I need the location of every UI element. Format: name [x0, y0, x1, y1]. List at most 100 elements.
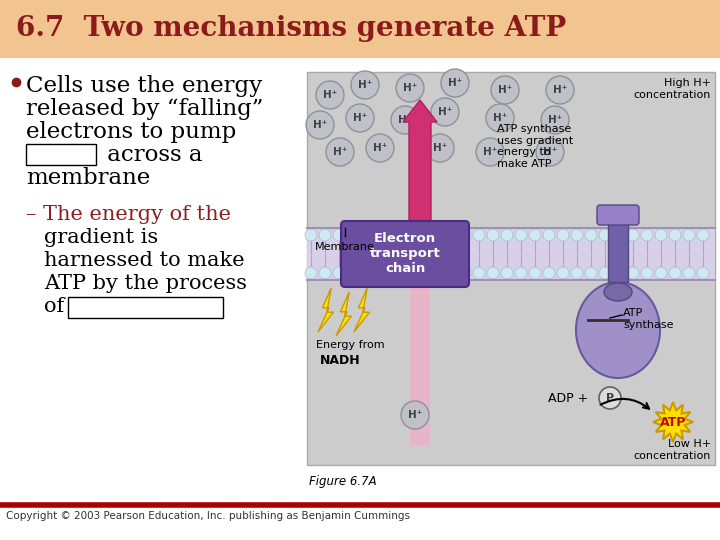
Circle shape [571, 229, 583, 241]
Circle shape [486, 104, 514, 132]
Circle shape [445, 267, 457, 279]
Text: gradient is: gradient is [44, 228, 158, 247]
Circle shape [391, 106, 419, 134]
Text: Copyright © 2003 Pearson Education, Inc. publishing as Benjamin Cummings: Copyright © 2003 Pearson Education, Inc.… [6, 511, 410, 521]
Circle shape [599, 267, 611, 279]
Circle shape [669, 267, 681, 279]
Circle shape [487, 229, 499, 241]
Circle shape [306, 111, 334, 139]
Circle shape [361, 229, 373, 241]
Circle shape [417, 229, 429, 241]
Circle shape [441, 69, 469, 97]
Bar [0, 0, 720, 58]
Circle shape [431, 229, 443, 241]
Text: H⁺: H⁺ [408, 410, 422, 420]
Text: – The energy of the: – The energy of the [26, 205, 231, 224]
Circle shape [501, 229, 513, 241]
Circle shape [541, 106, 569, 134]
Text: Cells use the energy: Cells use the energy [26, 75, 262, 97]
Circle shape [361, 267, 373, 279]
FancyBboxPatch shape [597, 205, 639, 225]
Circle shape [697, 229, 709, 241]
Bar [307, 228, 715, 280]
Circle shape [476, 138, 504, 166]
Circle shape [403, 267, 415, 279]
Text: of: of [44, 297, 64, 316]
Text: ADP +: ADP + [548, 392, 588, 404]
Ellipse shape [576, 282, 660, 378]
Circle shape [655, 229, 667, 241]
Circle shape [426, 134, 454, 162]
Circle shape [326, 138, 354, 166]
Circle shape [333, 267, 345, 279]
Text: H⁺: H⁺ [323, 90, 337, 100]
Circle shape [529, 229, 541, 241]
Circle shape [316, 81, 344, 109]
Text: High H+
concentration: High H+ concentration [634, 78, 711, 99]
Circle shape [319, 229, 331, 241]
Circle shape [431, 98, 459, 126]
Circle shape [445, 229, 457, 241]
Circle shape [473, 229, 485, 241]
Circle shape [305, 229, 317, 241]
Circle shape [431, 267, 443, 279]
Circle shape [536, 138, 564, 166]
Circle shape [333, 229, 345, 241]
Circle shape [557, 267, 569, 279]
Circle shape [627, 229, 639, 241]
Polygon shape [336, 292, 351, 336]
Text: Electron
transport
chain: Electron transport chain [369, 233, 441, 275]
Circle shape [546, 76, 574, 104]
Text: H⁺: H⁺ [448, 78, 462, 88]
Bar [26, 144, 96, 165]
Circle shape [627, 267, 639, 279]
Text: H⁺: H⁺ [358, 80, 372, 90]
Circle shape [389, 267, 401, 279]
Circle shape [571, 267, 583, 279]
Circle shape [366, 134, 394, 162]
Circle shape [599, 229, 611, 241]
Text: Energy from: Energy from [316, 340, 384, 350]
Circle shape [683, 267, 695, 279]
Text: ATP by the process: ATP by the process [44, 274, 247, 293]
Bar [307, 72, 715, 465]
Circle shape [557, 229, 569, 241]
Text: H⁺: H⁺ [438, 107, 452, 117]
Text: ATP synthase
uses gradient
energy to
make ATP: ATP synthase uses gradient energy to mak… [497, 124, 573, 169]
Text: Figure 6.7A: Figure 6.7A [309, 475, 377, 488]
Circle shape [599, 387, 621, 409]
Circle shape [389, 229, 401, 241]
Polygon shape [354, 288, 369, 332]
Circle shape [375, 267, 387, 279]
Circle shape [641, 267, 653, 279]
Circle shape [515, 267, 527, 279]
Circle shape [655, 267, 667, 279]
Circle shape [501, 267, 513, 279]
Circle shape [305, 267, 317, 279]
Circle shape [346, 104, 374, 132]
FancyBboxPatch shape [341, 221, 469, 287]
Circle shape [613, 267, 625, 279]
Text: released by “falling”: released by “falling” [26, 98, 264, 120]
Circle shape [396, 74, 424, 102]
Text: H⁺: H⁺ [313, 120, 327, 130]
Circle shape [529, 267, 541, 279]
Circle shape [403, 229, 415, 241]
Circle shape [375, 229, 387, 241]
Text: harnessed to make: harnessed to make [44, 251, 245, 270]
Text: H⁺: H⁺ [553, 85, 567, 95]
Circle shape [347, 267, 359, 279]
Text: H⁺: H⁺ [498, 85, 512, 95]
Circle shape [641, 229, 653, 241]
Circle shape [515, 229, 527, 241]
Circle shape [417, 267, 429, 279]
Text: H⁺: H⁺ [403, 83, 417, 93]
Circle shape [459, 229, 471, 241]
Text: NADH: NADH [320, 354, 361, 367]
Text: membrane: membrane [26, 167, 150, 189]
Circle shape [585, 267, 597, 279]
Circle shape [697, 267, 709, 279]
Text: H⁺: H⁺ [548, 115, 562, 125]
Bar [410, 280, 430, 445]
Circle shape [491, 76, 519, 104]
